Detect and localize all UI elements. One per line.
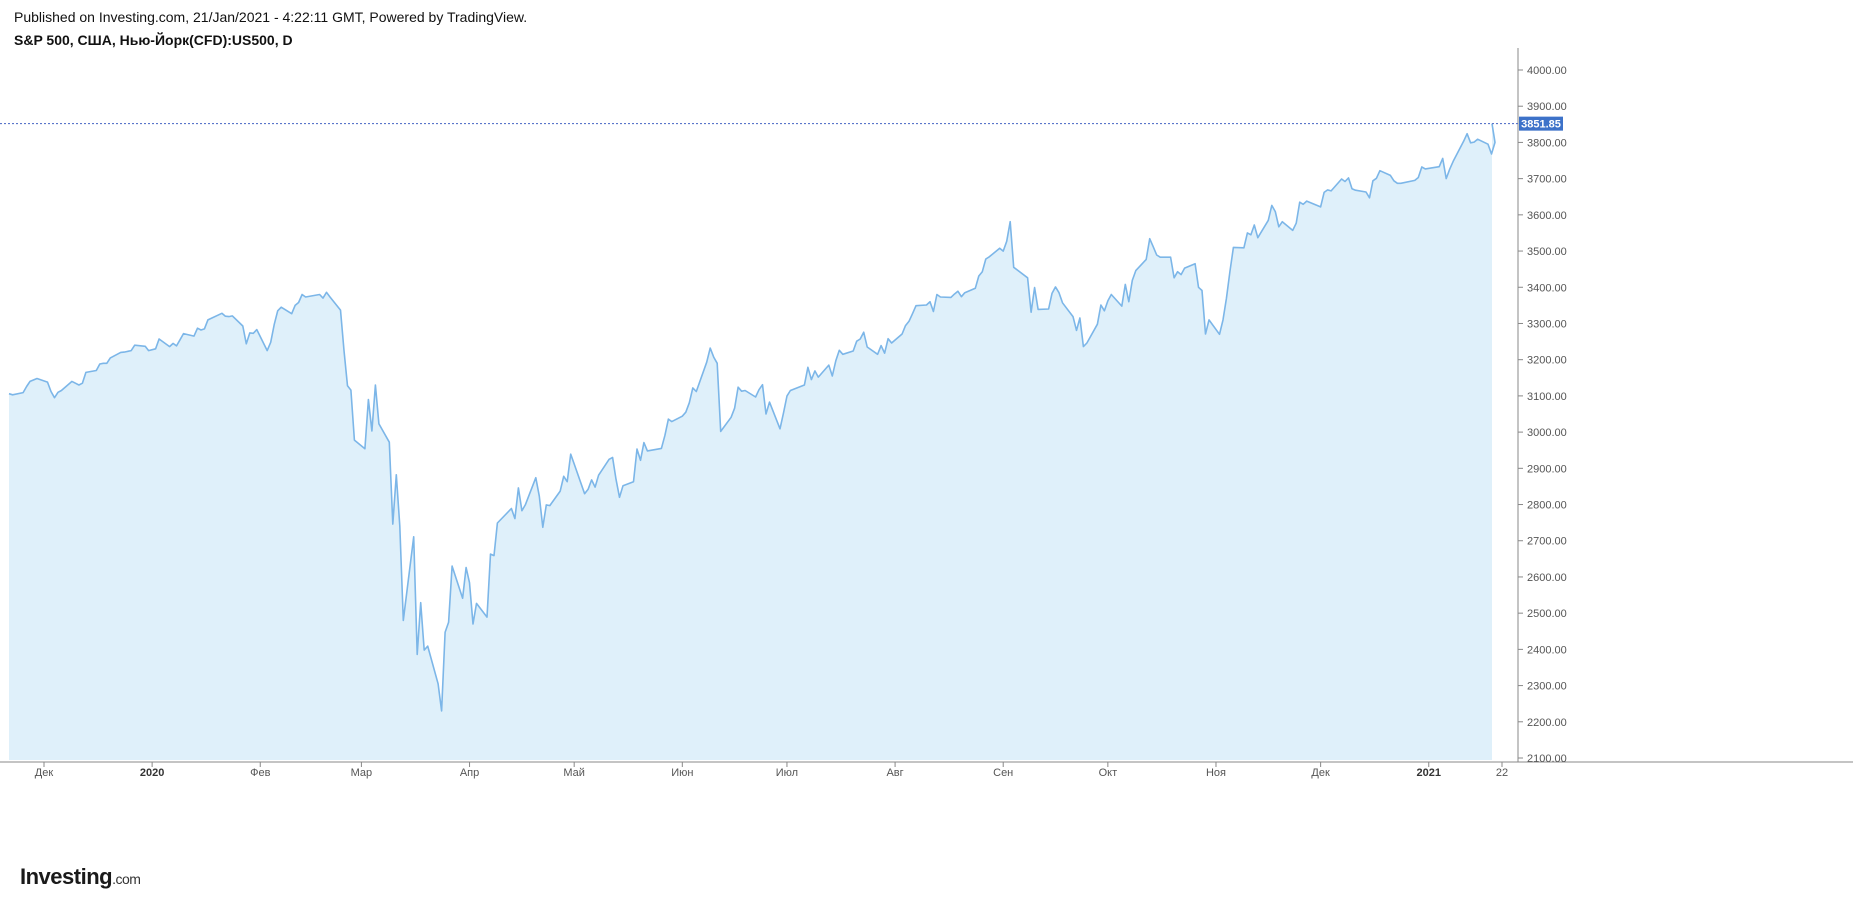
x-tick-label: Апр bbox=[460, 767, 479, 779]
x-tick-label: 2021 bbox=[1417, 767, 1441, 779]
x-tick-label: Авг bbox=[886, 767, 903, 779]
y-tick-label: 2500.00 bbox=[1527, 608, 1567, 620]
y-tick-label: 3700.00 bbox=[1527, 174, 1567, 186]
y-tick-label: 3400.00 bbox=[1527, 282, 1567, 294]
y-tick-label: 2200.00 bbox=[1527, 717, 1567, 729]
x-tick-label: Дек bbox=[35, 767, 54, 779]
y-tick-label: 4000.00 bbox=[1527, 65, 1567, 77]
x-tick-label: Июн bbox=[671, 767, 693, 779]
logo-main: Investing bbox=[20, 864, 113, 889]
y-tick-label: 3100.00 bbox=[1527, 391, 1567, 403]
x-tick-label: Мар bbox=[351, 767, 373, 779]
y-tick-label: 3800.00 bbox=[1527, 137, 1567, 149]
chart-title: S&P 500, США, Нью-Йорк(CFD):US500, D bbox=[14, 32, 293, 48]
last-price-marker: 3851.85 bbox=[0, 116, 1563, 131]
y-tick-label: 2400.00 bbox=[1527, 644, 1567, 656]
y-tick-label: 2300.00 bbox=[1527, 681, 1567, 693]
x-tick-label: Ноя bbox=[1206, 767, 1226, 779]
y-tick-label: 3000.00 bbox=[1527, 427, 1567, 439]
x-tick-label: Сен bbox=[993, 767, 1013, 779]
y-tick-label: 3200.00 bbox=[1527, 355, 1567, 367]
x-tick-label: Май bbox=[563, 767, 585, 779]
y-tick-label: 3900.00 bbox=[1527, 101, 1567, 113]
last-price-label: 3851.85 bbox=[1521, 119, 1561, 131]
y-tick-label: 3500.00 bbox=[1527, 246, 1567, 258]
series-area-fill bbox=[9, 123, 1495, 761]
y-tick-label: 2700.00 bbox=[1527, 536, 1567, 548]
y-tick-label: 3600.00 bbox=[1527, 210, 1567, 222]
y-tick-label: 3300.00 bbox=[1527, 318, 1567, 330]
last-price-badge bbox=[1519, 116, 1563, 131]
axes-layer bbox=[0, 48, 1853, 763]
series-line bbox=[8, 123, 1496, 712]
y-tick-label: 2900.00 bbox=[1527, 463, 1567, 475]
x-tick-label: Дек bbox=[1311, 767, 1330, 779]
y-tick-label: 2100.00 bbox=[1527, 753, 1567, 765]
y-tick-label: 2600.00 bbox=[1527, 572, 1567, 584]
x-tick-label: Фев bbox=[250, 767, 270, 779]
x-tick-label: Июл bbox=[776, 767, 798, 779]
x-axis[interactable]: Дек 2020 Фев Мар Апр Май Июн Июл Авг Сен Окт Ноя Дек… bbox=[35, 762, 1508, 779]
investing-logo: Investing.com bbox=[20, 864, 141, 890]
x-tick-label: 22 bbox=[1496, 767, 1508, 779]
x-tick-label: Окт bbox=[1099, 767, 1118, 779]
published-caption: Published on Investing.com, 21/Jan/2021 … bbox=[14, 9, 528, 25]
x-tick-label: 2020 bbox=[140, 767, 164, 779]
area-layer bbox=[8, 123, 1496, 761]
logo-domain: .com bbox=[112, 871, 141, 887]
y-axis[interactable]: 2100.00 2200.00 2300.00 2400.00 2500.00 2600.… bbox=[1518, 65, 1567, 765]
y-tick-label: 2800.00 bbox=[1527, 500, 1567, 512]
